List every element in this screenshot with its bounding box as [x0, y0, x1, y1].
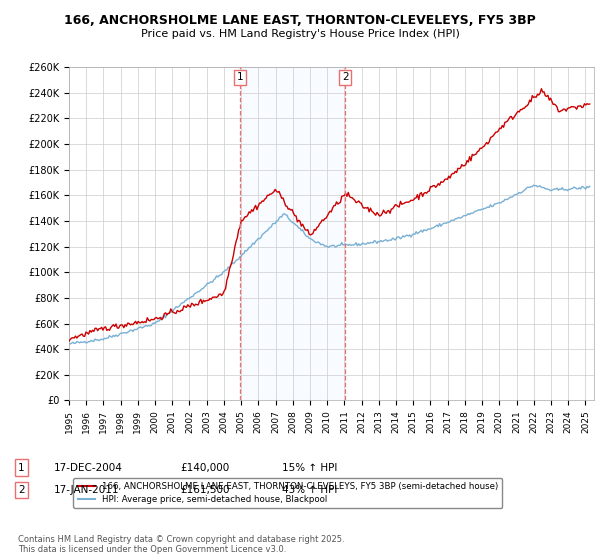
Text: 43% ↑ HPI: 43% ↑ HPI	[282, 485, 337, 495]
Text: 17-DEC-2004: 17-DEC-2004	[54, 463, 123, 473]
Bar	[241, 67, 345, 400]
Text: 1: 1	[237, 72, 244, 82]
Text: 166, ANCHORSHOLME LANE EAST, THORNTON-CLEVELEYS, FY5 3BP: 166, ANCHORSHOLME LANE EAST, THORNTON-CL…	[64, 14, 536, 27]
Text: 2: 2	[18, 485, 25, 495]
Text: Price paid vs. HM Land Registry's House Price Index (HPI): Price paid vs. HM Land Registry's House …	[140, 29, 460, 39]
Text: 2: 2	[342, 72, 349, 82]
Text: 17-JAN-2011: 17-JAN-2011	[54, 485, 119, 495]
Text: Contains HM Land Registry data © Crown copyright and database right 2025.
This d: Contains HM Land Registry data © Crown c…	[18, 535, 344, 554]
Text: 15% ↑ HPI: 15% ↑ HPI	[282, 463, 337, 473]
Text: 1: 1	[18, 463, 25, 473]
Legend: 166, ANCHORSHOLME LANE EAST, THORNTON-CLEVELEYS, FY5 3BP (semi-detached house), : 166, ANCHORSHOLME LANE EAST, THORNTON-CL…	[73, 478, 502, 508]
Text: £140,000: £140,000	[180, 463, 229, 473]
Text: £161,500: £161,500	[180, 485, 229, 495]
